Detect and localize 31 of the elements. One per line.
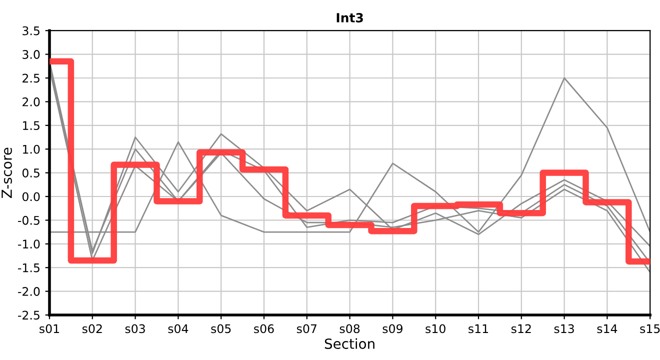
x-tick-label: s09 xyxy=(382,324,402,334)
x-tick-label: s10 xyxy=(426,324,446,334)
x-tick-label: s13 xyxy=(554,324,574,334)
y-tick-label: 3.0 xyxy=(22,50,40,59)
x-tick-label: s03 xyxy=(125,324,145,334)
y-tick-label: -2.5 xyxy=(18,310,40,320)
x-tick-label: s04 xyxy=(168,324,188,334)
x-tick-label: s12 xyxy=(511,324,531,334)
x-tick-label: s11 xyxy=(468,324,488,334)
y-axis-title: Z-score xyxy=(2,148,12,198)
y-tick-label: 3.5 xyxy=(22,26,40,36)
chart-title: Int3 xyxy=(336,12,363,22)
y-tick-label: -2.0 xyxy=(18,287,40,296)
y-tick-label: 2.5 xyxy=(22,74,40,83)
y-tick-label: 0.5 xyxy=(22,168,40,178)
y-tick-label: 2.0 xyxy=(22,97,40,106)
y-tick-label: 0.0 xyxy=(22,192,40,202)
y-tick-label: 1.0 xyxy=(22,144,40,154)
y-tick-label: -0.5 xyxy=(18,216,40,225)
x-axis-title: Section xyxy=(324,338,374,349)
x-tick-label: s02 xyxy=(82,324,102,334)
x-tick-label: s01 xyxy=(40,324,59,334)
y-tick-label: -1.0 xyxy=(18,240,40,249)
y-tick-label: -1.5 xyxy=(18,263,40,272)
y-tick-label: 1.5 xyxy=(22,121,40,130)
x-tick-label: s05 xyxy=(211,324,231,334)
x-tick-label: s15 xyxy=(640,324,660,334)
x-tick-label: s08 xyxy=(340,324,360,334)
x-tick-label: s06 xyxy=(254,324,274,334)
x-tick-label: s14 xyxy=(597,324,618,334)
x-tick-label: s07 xyxy=(296,324,316,334)
